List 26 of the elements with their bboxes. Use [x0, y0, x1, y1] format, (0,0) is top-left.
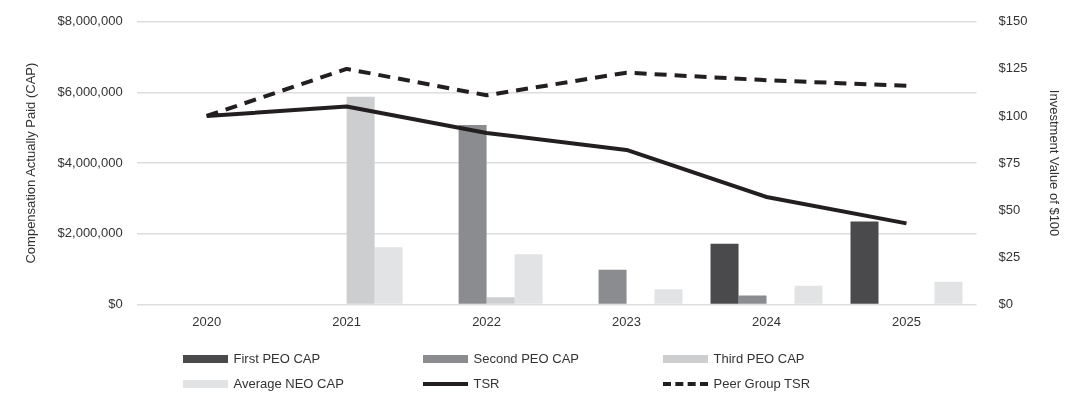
- y2-tick-label: $125: [998, 60, 1028, 76]
- y2-tick-label: $75: [998, 154, 1021, 170]
- legend-label: Average NEO CAP: [233, 376, 344, 391]
- y-tick-label: $4,000,000: [57, 154, 123, 170]
- y2-tick-label: $25: [998, 248, 1021, 264]
- y2-tick-label: $150: [998, 13, 1028, 29]
- y2-tick-label: $0: [998, 295, 1013, 311]
- x-tick-label: 2020: [192, 313, 222, 329]
- x-tick-label: 2023: [612, 313, 642, 329]
- x-tick-label: 2024: [752, 313, 781, 329]
- y2-tick-label: $50: [998, 201, 1021, 217]
- legend-label: First PEO CAP: [233, 351, 321, 366]
- x-tick-label: 2021: [332, 313, 362, 329]
- y2-axis-title: Investment Value of $100: [1046, 89, 1062, 237]
- legend-label: Peer Group TSR: [713, 376, 811, 391]
- legend-label: TSR: [473, 376, 500, 391]
- y-axis-title: Compensation Actually Paid (CAP): [23, 62, 39, 264]
- y-tick-label: $0: [108, 295, 123, 311]
- y2-tick-label: $100: [998, 107, 1028, 123]
- x-tick-label: 2025: [892, 313, 921, 329]
- y-tick-label: $6,000,000: [57, 84, 123, 100]
- legend-label: Second PEO CAP: [473, 351, 579, 366]
- x-tick-label: 2022: [472, 313, 502, 329]
- legend-label: Third PEO CAP: [713, 351, 805, 366]
- y-tick-label: $2,000,000: [57, 225, 123, 241]
- y-tick-label: $8,000,000: [57, 13, 123, 29]
